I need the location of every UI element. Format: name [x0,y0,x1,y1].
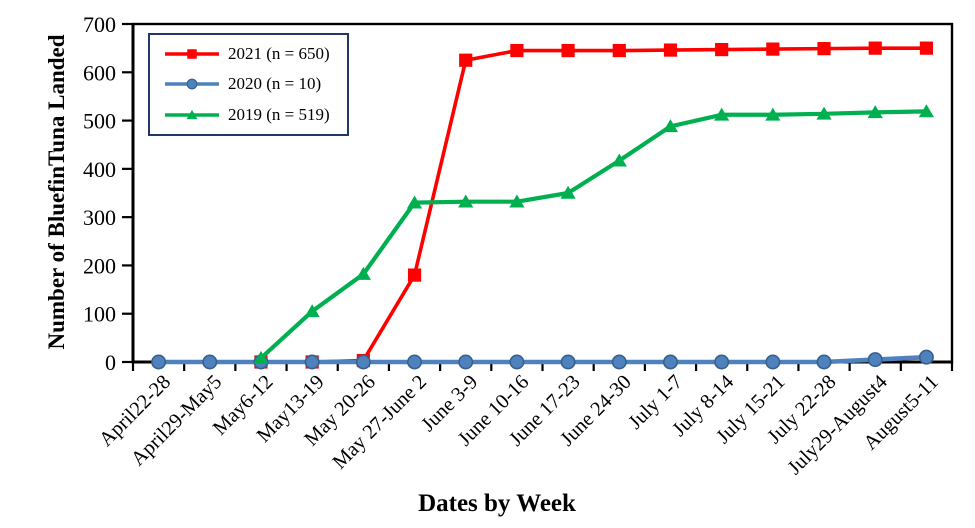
legend-sample-2019 [165,109,219,119]
2019-marker [918,104,935,118]
legend-item-2020: 2020 (n = 10) [163,74,347,94]
2020-marker [560,354,576,370]
2020-legend-marker [186,79,198,90]
legend-sample-2021 [165,49,219,59]
2020-marker [714,354,730,370]
y-axis-title: Number of BluefinTuna Landed [44,34,69,350]
2021-marker [817,42,831,56]
2020-marker [662,354,678,370]
legend-item-2019: 2019 (n = 519) [163,105,347,125]
2019-marker [867,105,883,119]
2019-marker [560,185,576,199]
2019-marker [406,195,423,209]
legend: 2021 (n = 650) 2020 (n = 10) 2019 (n = 5… [148,33,349,136]
2020-marker [918,349,934,365]
2021-marker [663,43,678,57]
2021-marker [459,53,473,67]
2019-marker [509,194,525,208]
x-axis-title: Dates by Week [418,490,576,517]
2019-line [259,109,927,360]
2019-marker [458,194,474,208]
2021-marker [510,43,524,58]
2021-marker [407,268,422,282]
legend-label-2019: 2019 (n = 519) [228,104,330,124]
2021-marker [766,42,780,56]
2019-marker [765,107,781,121]
2020-marker [304,354,320,370]
legend-sample-2020 [165,79,219,90]
legend-label-2020: 2020 (n = 10) [228,74,322,94]
2020-marker [509,354,525,370]
2020-marker [151,354,167,370]
2019-legend-marker [186,109,198,119]
2020-marker [816,354,832,370]
2020-marker [407,354,423,370]
2020-marker [867,352,883,368]
2020-line [158,354,927,365]
2019-marker [714,107,730,121]
2020-marker [458,354,474,370]
legend-item-2021: 2021 (n = 650) [163,44,347,64]
2021-marker [561,43,575,58]
legend-label-2021: 2021 (n = 650) [228,44,330,64]
2021-legend-marker [187,49,197,59]
2020-marker [611,354,627,370]
y-tick-label: 100 [83,302,116,327]
2021-marker [868,41,882,55]
2020-marker [202,354,218,370]
2019-marker [253,350,269,364]
y-tick-label: 500 [83,109,116,134]
2021-marker [715,42,729,57]
y-tick-label: 600 [83,60,116,85]
2020-marker [765,354,781,370]
2019-marker [611,153,627,167]
y-tick-label: 700 [83,12,116,37]
2019-marker [662,119,679,133]
2019-marker [816,106,832,120]
y-tick-label: 200 [83,253,116,278]
y-tick-label: 300 [83,205,116,230]
y-tick-label: 400 [83,157,116,182]
2021-line [260,46,927,364]
y-tick-label: 0 [105,350,116,375]
2019-marker [304,304,320,318]
2019-marker [355,266,371,280]
2020-marker [355,354,371,370]
2021-marker [612,43,626,58]
2021-marker [919,41,934,55]
